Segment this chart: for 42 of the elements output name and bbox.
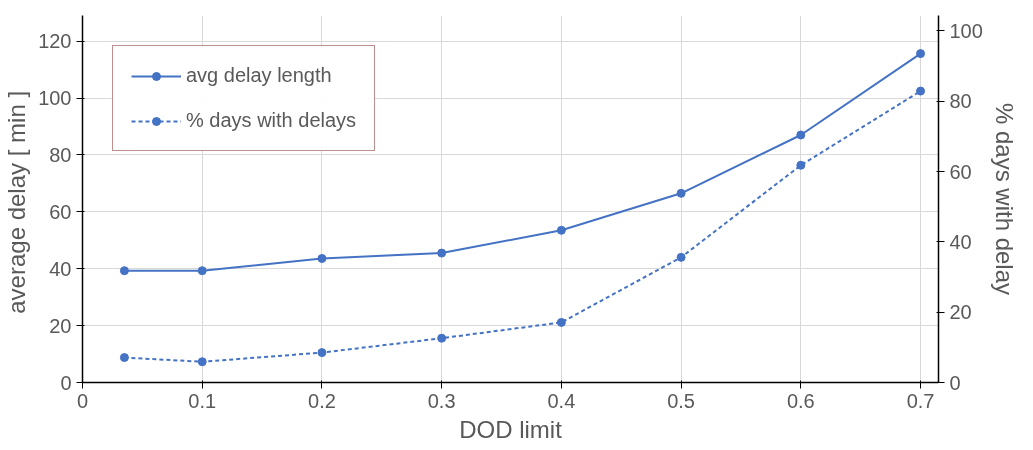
point — [556, 225, 566, 235]
y-tick-label: 40 — [49, 257, 72, 280]
y-tick-label: 100 — [38, 87, 72, 109]
y-tick-label: 60 — [49, 200, 72, 223]
legend-label: avg delay length — [186, 64, 332, 87]
point — [317, 253, 327, 263]
y-tick-label: 80 — [49, 143, 72, 166]
point — [796, 130, 806, 140]
point — [119, 353, 129, 363]
point — [676, 252, 686, 262]
x-axis-title: DOD limit — [459, 415, 563, 443]
y-axis-title: average delay [ min ] — [3, 90, 31, 314]
x-tick-label: 0.2 — [308, 389, 336, 412]
y2-tick-label: 0 — [949, 371, 961, 394]
x-tick-label: 0 — [76, 389, 89, 412]
y-tick-label: 0 — [60, 371, 72, 394]
point — [197, 357, 207, 367]
y-tick-label: 120 — [38, 30, 72, 53]
y-tick-label: 20 — [49, 314, 72, 337]
point — [916, 49, 926, 59]
y2-tick-label: 20 — [949, 301, 972, 324]
y2-tick-label: 80 — [949, 90, 972, 113]
point — [317, 348, 327, 358]
x-tick-label: 0.5 — [667, 389, 696, 412]
point — [437, 333, 447, 343]
point — [916, 86, 926, 96]
point — [437, 248, 447, 258]
y2-tick-label: 100 — [949, 19, 983, 42]
x-tick-label: 0.3 — [427, 389, 456, 412]
x-tick-label: 0.6 — [786, 389, 815, 412]
legend-label: % days with delays — [186, 109, 357, 132]
y2-tick-label: 60 — [949, 160, 972, 183]
point — [556, 317, 566, 327]
x-tick-label: 0.1 — [188, 389, 217, 412]
point — [197, 266, 207, 276]
x-tick-label: 0.4 — [547, 389, 576, 412]
y2-axis-title: % days with delay — [990, 102, 1018, 296]
point — [796, 160, 806, 170]
point — [119, 266, 129, 276]
point — [676, 188, 686, 198]
x-tick-label: 0.7 — [906, 389, 935, 412]
y2-tick-label: 40 — [949, 230, 972, 253]
